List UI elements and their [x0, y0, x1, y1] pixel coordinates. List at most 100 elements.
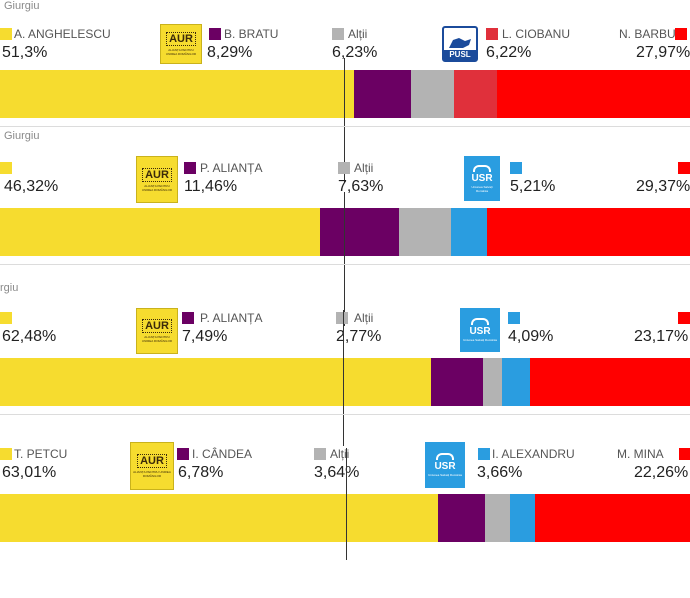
aur-logo-text: AUR — [142, 167, 172, 182]
bar-segment — [437, 494, 486, 542]
stacked-bar — [0, 494, 690, 542]
legend-swatch — [0, 162, 12, 174]
bar-segment — [0, 208, 321, 256]
usr-mark-icon — [473, 164, 491, 172]
bar-segment — [497, 70, 690, 118]
legend-swatch — [338, 162, 350, 174]
percentage-label: 11,46% — [184, 178, 238, 195]
legend-swatch — [184, 162, 196, 174]
aur-logo: AUR ALIANȚA PENTRU UNIREA ROMÂNILOR — [136, 156, 178, 203]
result-row: rgiu 62,48% P. ALIANȚA 7,49% Alții 2,77% 4,09%… — [0, 280, 690, 446]
legend-swatch — [486, 28, 498, 40]
percentage-label: 6,23% — [332, 44, 378, 61]
majority-line — [343, 310, 344, 446]
percentage-label: 51,3% — [2, 44, 48, 61]
candidate-name: Alții — [348, 27, 368, 41]
legend-swatch — [678, 162, 690, 174]
candidate-name: L. CIOBANU — [502, 27, 571, 41]
stacked-bar — [0, 358, 690, 406]
usr-logo-text: USR — [469, 326, 491, 337]
percentage-label: 63,01% — [2, 464, 57, 481]
row-separator — [0, 414, 690, 415]
percentage-label: 3,66% — [477, 464, 523, 481]
percentage-label: 6,22% — [486, 44, 532, 61]
lion-icon — [449, 38, 471, 48]
candidate-name: T. PETCU — [14, 447, 68, 461]
legend-swatch — [678, 312, 690, 324]
bar-segment — [530, 358, 690, 406]
percentage-label: 4,09% — [508, 328, 554, 345]
percentage-label: 29,37% — [636, 178, 690, 195]
percentage-label: 2,77% — [336, 328, 382, 345]
legend-swatch — [679, 448, 690, 460]
bar-segment — [451, 208, 488, 256]
candidate-name: Alții — [354, 311, 374, 325]
bar-segment — [0, 494, 439, 542]
percentage-label: 3,64% — [314, 464, 360, 481]
usr-logo: USR Uniunea Salvați România — [425, 442, 465, 488]
result-row: T. PETCU 63,01% I. CÂNDEA 6,78% Alții 3,64% I.… — [0, 438, 690, 598]
aur-logo: AUR ALIANȚA PENTRU UNIREA ROMÂNILOR — [160, 24, 202, 64]
usr-logo-subtitle: Uniunea Salvați România — [428, 473, 462, 477]
region-label: rgiu — [0, 282, 19, 294]
aur-logo-subtitle: ALIANȚA PENTRU UNIREA ROMÂNILOR — [141, 183, 173, 192]
aur-logo-subtitle: ALIANȚA PENTRU UNIREA ROMÂNILOR — [133, 470, 171, 478]
usr-logo: USR Uniunea Salvați România — [460, 308, 500, 352]
aur-logo-text: AUR — [137, 454, 167, 468]
bar-segment — [431, 358, 484, 406]
majority-line — [344, 192, 345, 326]
bar-segment — [411, 70, 455, 118]
result-row: Giurgiu A. ANGHELESCU 51,3% B. BRATU 8,29% Al… — [0, 0, 690, 182]
region-label: Giurgiu — [4, 130, 40, 142]
bar-segment — [353, 70, 412, 118]
usr-mark-icon — [436, 453, 454, 460]
pusl-logo: PUSL — [442, 26, 478, 62]
percentage-label: 6,78% — [178, 464, 224, 481]
percentage-label: 22,26% — [634, 464, 689, 481]
candidate-name: Alții — [354, 161, 374, 175]
candidate-name: P. ALIANȚA — [200, 161, 263, 175]
usr-logo-text: USR — [434, 461, 456, 472]
candidate-name: I. CÂNDEA — [192, 447, 253, 461]
candidate-name: M. MINA — [617, 447, 664, 461]
bar-segment — [398, 208, 452, 256]
legend-swatch — [510, 162, 522, 174]
legend-swatch — [508, 312, 520, 324]
aur-logo: AUR ALIANȚA PENTRU UNIREA ROMÂNILOR — [136, 308, 178, 354]
bar-segment — [487, 208, 690, 256]
aur-logo-text: AUR — [166, 32, 196, 46]
usr-logo-text: USR — [471, 172, 493, 184]
usr-mark-icon — [471, 318, 489, 325]
candidate-name: P. ALIANȚA — [200, 311, 263, 325]
aur-logo-subtitle: ALIANȚA PENTRU UNIREA ROMÂNILOR — [141, 335, 173, 343]
legend-swatch — [336, 312, 348, 324]
bar-segment — [535, 494, 690, 542]
majority-line — [346, 448, 347, 560]
pusl-logo-text: PUSL — [444, 50, 476, 60]
bar-segment — [0, 70, 355, 118]
percentage-label: 5,21% — [510, 178, 556, 195]
bar-segment — [484, 494, 511, 542]
legend-swatch — [209, 28, 221, 40]
legend-swatch — [182, 312, 194, 324]
percentage-label: 7,63% — [338, 178, 384, 195]
legend-swatch — [332, 28, 344, 40]
candidate-name: A. ANGHELESCU — [14, 27, 111, 41]
bar-segment — [454, 70, 498, 118]
usr-logo-subtitle: Uniunea Salvați România — [463, 338, 497, 342]
candidate-name: I. ALEXANDRU — [492, 447, 575, 461]
row-separator — [0, 264, 690, 265]
candidate-name: B. BRATU — [224, 27, 279, 41]
aur-logo-text: AUR — [142, 319, 172, 333]
bar-segment — [501, 358, 531, 406]
legend-swatch — [177, 448, 189, 460]
percentage-label: 46,32% — [4, 178, 59, 195]
bar-segment — [509, 494, 536, 542]
bar-segment — [482, 358, 503, 406]
bar-segment — [319, 208, 400, 256]
candidate-name: Alții — [330, 447, 350, 461]
stacked-bar — [0, 70, 690, 118]
aur-logo-subtitle: ALIANȚA PENTRU UNIREA ROMÂNILOR — [165, 48, 197, 56]
legend-swatch — [478, 448, 490, 460]
legend-swatch — [0, 312, 12, 324]
